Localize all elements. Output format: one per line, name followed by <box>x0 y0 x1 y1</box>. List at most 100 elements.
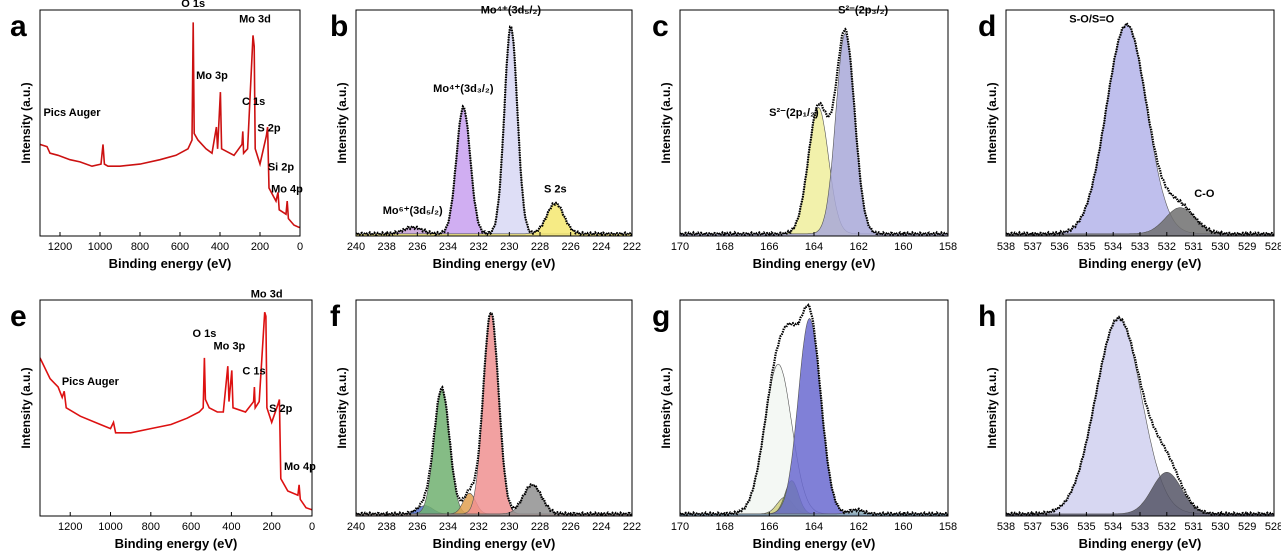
x-tick-label: 533 <box>1131 241 1149 253</box>
x-tick-label: 158 <box>939 241 957 253</box>
plot-area <box>1006 315 1274 516</box>
x-tick-label: 162 <box>849 521 867 533</box>
x-tick-label: 536 <box>1050 241 1068 253</box>
envelope-line <box>1006 21 1274 236</box>
x-tick-label: 160 <box>894 241 912 253</box>
x-tick-label: 160 <box>894 521 912 533</box>
x-tick-label: 535 <box>1077 521 1095 533</box>
plot-area <box>680 27 948 236</box>
peak-annotation: S 2s <box>544 183 567 195</box>
x-axis-label: Binding energy (eV) <box>433 256 556 271</box>
x-tick-label: 222 <box>623 521 641 533</box>
x-tick-label: 538 <box>997 241 1015 253</box>
plot-area <box>356 311 632 516</box>
x-tick-label: 162 <box>849 241 867 253</box>
x-tick-label: 166 <box>760 521 778 533</box>
x-tick-label: 234 <box>439 241 457 253</box>
x-tick-label: 0 <box>309 521 315 533</box>
x-tick-label: 529 <box>1238 521 1256 533</box>
x-tick-label: 0 <box>297 241 303 253</box>
x-tick-label: 530 <box>1211 521 1229 533</box>
x-axis-label: Binding energy (eV) <box>115 536 238 551</box>
plot-area <box>40 311 312 511</box>
peak-annotation: S²⁻(2p₁/₂) <box>769 107 819 119</box>
x-tick-label: 230 <box>500 521 518 533</box>
x-tick-label: 226 <box>561 241 579 253</box>
peak-annotation: C-O <box>1194 188 1215 200</box>
plot-area <box>356 25 632 236</box>
x-tick-label: 228 <box>531 521 549 533</box>
x-tick-label: 400 <box>222 521 240 533</box>
envelope-line <box>680 27 948 236</box>
peak-annotation: Mo 3d <box>251 289 283 301</box>
plot-area <box>680 303 948 516</box>
peak-annotation: Pics Auger <box>43 107 101 119</box>
y-axis-label: Intensity (a.u.) <box>659 367 673 448</box>
x-tick-label: 236 <box>408 241 426 253</box>
x-tick-label: 535 <box>1077 241 1095 253</box>
x-tick-label: 528 <box>1265 521 1281 533</box>
peak-annotation: Mo 3p <box>214 341 246 353</box>
x-tick-label: 800 <box>142 521 160 533</box>
x-tick-label: 528 <box>1265 241 1281 253</box>
x-tick-label: 536 <box>1050 521 1068 533</box>
peak-annotation: S 2p <box>269 403 293 415</box>
y-axis-label: Intensity (a.u.) <box>985 367 999 448</box>
x-tick-label: 537 <box>1024 521 1042 533</box>
peak-annotation: O 1s <box>181 0 205 10</box>
peak-annotation: Mo⁴⁺(3d₃/₂) <box>433 83 494 95</box>
x-tick-label: 158 <box>939 521 957 533</box>
x-tick-label: 1200 <box>48 241 72 253</box>
x-tick-label: 166 <box>760 241 778 253</box>
panel-letter: f <box>330 300 341 333</box>
x-tick-label: 200 <box>251 241 269 253</box>
fit-component-s-o-s-o <box>1006 24 1274 236</box>
x-tick-label: 236 <box>408 521 426 533</box>
x-tick-label: 531 <box>1184 521 1202 533</box>
panel-letter: e <box>10 300 27 333</box>
x-tick-label: 529 <box>1238 241 1256 253</box>
x-tick-label: 170 <box>671 521 689 533</box>
x-axis-label: Binding energy (eV) <box>433 536 556 551</box>
y-axis-label: Intensity (a.u.) <box>659 82 673 163</box>
peak-annotation: C 1s <box>242 96 265 108</box>
panel-letter: b <box>330 10 348 43</box>
panel-h: h 538 537 536 535 534 533 532 531 530 529 528 Bindin… <box>978 299 1281 551</box>
panel-b: b 240 238 236 234 232 230 228 226 224 222 Binding e… <box>330 5 641 271</box>
peak-annotation: Mo⁴⁺(3d₅/₂) <box>481 5 542 17</box>
x-axis-label: Binding energy (eV) <box>753 536 876 551</box>
panel-c: c 170 168 166 164 162 160 158 Binding energy (eV… <box>652 5 957 271</box>
panel-a: a 1200 1000 800 600 400 200 0 Binding energy (eV… <box>10 0 303 271</box>
fit-component-s2-2p1-2 <box>680 107 948 236</box>
peak-annotation: Mo 4p <box>271 183 303 195</box>
x-tick-label: 537 <box>1024 241 1042 253</box>
panel-letter: a <box>10 10 27 43</box>
envelope-line <box>356 25 632 236</box>
peak-annotation: Si 2p <box>268 162 295 174</box>
panel-e: e 1200 1000 800 600 400 200 0 Binding energy (eV… <box>10 289 316 551</box>
panel-f: f 240 238 236 234 232 230 228 226 224 222 Binding e… <box>330 299 641 551</box>
x-tick-label: 230 <box>500 241 518 253</box>
plot-frame <box>39 299 313 517</box>
x-tick-label: 164 <box>805 521 823 533</box>
x-tick-label: 200 <box>263 521 281 533</box>
x-tick-label: 238 <box>377 241 395 253</box>
survey-spectrum-line <box>40 311 312 511</box>
fit-component-blue <box>680 317 948 516</box>
peak-annotation: Mo 3p <box>196 70 228 82</box>
x-tick-label: 533 <box>1131 521 1149 533</box>
x-tick-label: 224 <box>592 521 610 533</box>
panel-letter: d <box>978 10 996 43</box>
x-tick-label: 222 <box>623 241 641 253</box>
x-tick-label: 1000 <box>88 241 112 253</box>
panel-letter: g <box>652 300 670 333</box>
plot-frame <box>355 299 633 517</box>
x-tick-label: 800 <box>131 241 149 253</box>
y-axis-label: Intensity (a.u.) <box>19 367 33 448</box>
fit-component-lavender <box>1006 318 1274 516</box>
peak-annotation: Pics Auger <box>62 376 120 388</box>
x-tick-label: 531 <box>1184 241 1202 253</box>
y-axis-label: Intensity (a.u.) <box>19 82 33 163</box>
plot-area <box>40 22 300 229</box>
